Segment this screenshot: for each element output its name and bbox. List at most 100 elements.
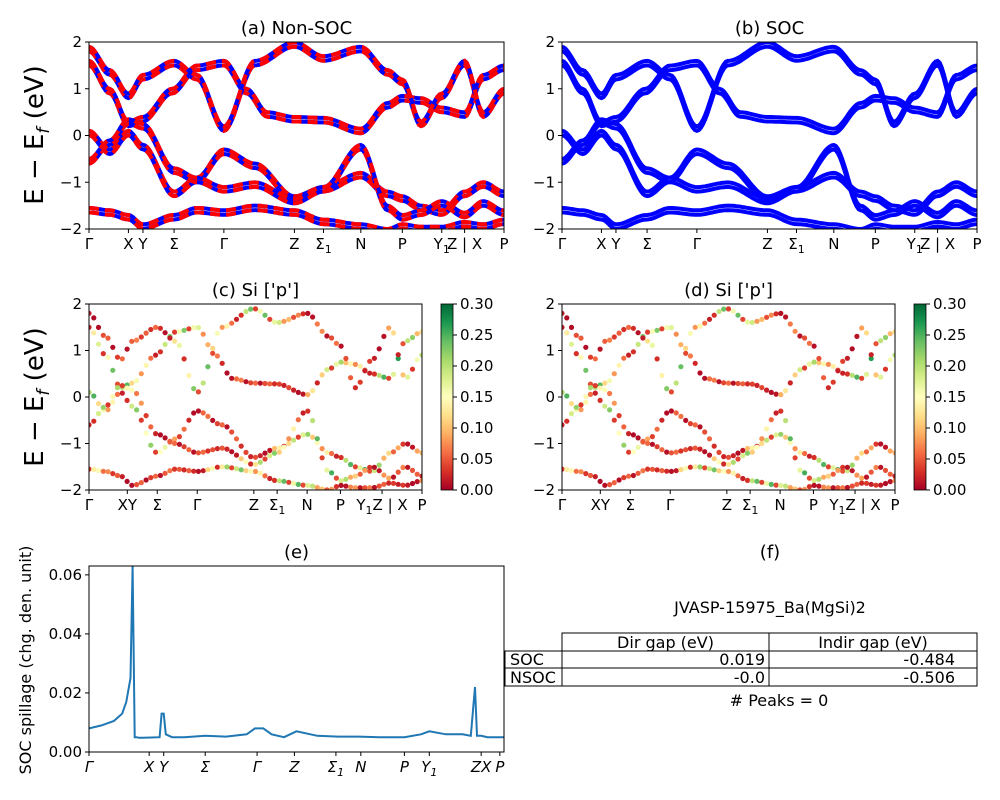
scatter-point bbox=[110, 471, 116, 477]
scatter-point bbox=[252, 306, 259, 312]
y-tick-label: 1 bbox=[545, 342, 555, 360]
scatter-point bbox=[409, 366, 416, 372]
scatter-point bbox=[119, 390, 125, 396]
x-tick-label: X bbox=[143, 758, 155, 776]
scatter-point bbox=[835, 467, 841, 473]
y-tick-label: 2 bbox=[72, 33, 82, 51]
scatter-point bbox=[697, 424, 703, 430]
scatter-point bbox=[844, 355, 851, 361]
scatter-point bbox=[635, 470, 641, 476]
scatter-point bbox=[367, 370, 373, 376]
scatter-point bbox=[214, 446, 220, 452]
scatter-point bbox=[607, 407, 613, 413]
scatter-point bbox=[744, 319, 751, 325]
scatter-point bbox=[626, 473, 632, 479]
panel-d: (d) Si ['p'] −2 −1 0 1 2 Γ XY Σ Γ Z Σ1 N P Y1Z | X P 0.0… bbox=[533, 280, 967, 517]
y-tick-label: 0.06 bbox=[49, 566, 82, 584]
scatter-point bbox=[587, 391, 594, 397]
scatter-point bbox=[176, 328, 182, 335]
scatter-point bbox=[849, 468, 855, 474]
scatter-point bbox=[892, 329, 895, 335]
scatter-point bbox=[806, 361, 813, 367]
band-lines bbox=[562, 42, 977, 229]
scatter-point bbox=[764, 437, 770, 443]
scatter-point bbox=[854, 374, 860, 380]
scatter-point bbox=[797, 449, 803, 455]
scatter-point bbox=[706, 436, 713, 442]
scatter-point bbox=[702, 449, 708, 455]
scatter-point bbox=[587, 472, 594, 479]
colorbar-tick-label: 0.00 bbox=[460, 481, 493, 499]
y-tick-label: −1 bbox=[60, 435, 82, 453]
scatter-point bbox=[138, 480, 144, 486]
scatter-point bbox=[114, 385, 121, 391]
panel-title: (a) Non-SOC bbox=[241, 18, 352, 39]
scatter-point bbox=[367, 485, 373, 490]
scatter-point bbox=[568, 467, 575, 474]
scatter-point bbox=[873, 341, 879, 347]
x-tick-label: P bbox=[890, 496, 899, 514]
scatter-point bbox=[597, 397, 603, 403]
scatter-point bbox=[267, 316, 273, 322]
scatter-point bbox=[310, 388, 316, 394]
scatter-point bbox=[821, 461, 827, 468]
scatter-point bbox=[224, 446, 230, 452]
scatter-point bbox=[678, 448, 684, 454]
scatter-point bbox=[659, 326, 665, 332]
scatter-point bbox=[343, 457, 349, 463]
scatter-point bbox=[210, 465, 216, 471]
scatter-point bbox=[678, 364, 684, 370]
scatter-point bbox=[649, 466, 656, 472]
scatter-point bbox=[210, 350, 216, 356]
scatter-point bbox=[562, 310, 565, 316]
scatter-point bbox=[816, 476, 822, 482]
scatter-point bbox=[892, 478, 895, 484]
spillage-line bbox=[89, 566, 504, 739]
scatter-point bbox=[607, 378, 613, 384]
scatter-point bbox=[835, 368, 841, 374]
scatter-point bbox=[892, 352, 895, 358]
scatter-point bbox=[224, 464, 230, 470]
scatter-point bbox=[286, 316, 292, 323]
scatter-point bbox=[754, 444, 760, 450]
scatter-point bbox=[854, 455, 860, 461]
scatter-point bbox=[181, 426, 187, 432]
colorbar-bar bbox=[440, 303, 454, 491]
x-tick-label: P bbox=[499, 235, 508, 253]
scatter-point bbox=[811, 478, 817, 484]
x-tick-label: Y bbox=[159, 758, 170, 776]
scatter-point bbox=[176, 434, 182, 440]
scatter-point bbox=[286, 479, 292, 485]
scatter-points bbox=[89, 306, 422, 490]
x-tick-label: Γ bbox=[558, 235, 567, 253]
scatter-point bbox=[882, 366, 889, 372]
scatter-point bbox=[673, 410, 679, 416]
scatter-point bbox=[668, 408, 675, 414]
scatter-point bbox=[119, 383, 125, 389]
scatter-point bbox=[859, 325, 865, 331]
scatter-point bbox=[778, 310, 784, 316]
scatter-point bbox=[386, 375, 392, 381]
scatter-point bbox=[114, 472, 121, 479]
scatter-point bbox=[153, 449, 159, 455]
scatter-point bbox=[186, 468, 192, 474]
scatter-point bbox=[640, 335, 646, 341]
scatter-point bbox=[825, 464, 832, 470]
scatter-point bbox=[381, 455, 387, 461]
scatter-point bbox=[664, 468, 670, 474]
scatter-point bbox=[564, 330, 570, 336]
scatter-point bbox=[200, 331, 206, 337]
x-tick-label: Σ1 bbox=[328, 758, 344, 779]
scatter-point bbox=[238, 443, 244, 449]
x-tick-label: N bbox=[774, 496, 785, 514]
scatter-point bbox=[868, 445, 874, 451]
scatter-point bbox=[333, 484, 339, 490]
x-tick-label: Z bbox=[289, 235, 299, 253]
scatter-point bbox=[205, 364, 211, 370]
scatter-point bbox=[587, 385, 594, 391]
scatter-point bbox=[887, 479, 893, 485]
scatter-point bbox=[840, 468, 846, 474]
scatter-point bbox=[414, 448, 420, 454]
scatter-point bbox=[310, 418, 316, 424]
scatter-point bbox=[859, 480, 865, 486]
